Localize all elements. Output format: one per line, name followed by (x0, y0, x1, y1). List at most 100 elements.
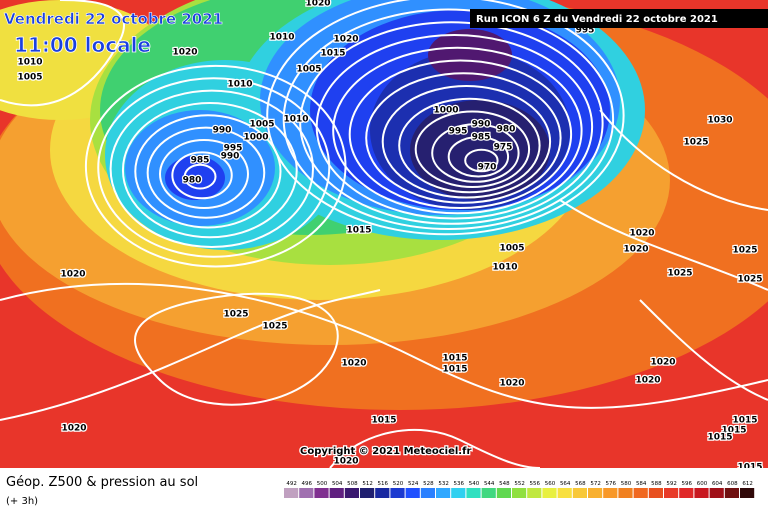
colorbar-swatch (284, 488, 299, 498)
colorbar-label: 524 (408, 481, 419, 487)
isobar-label: 1015 (442, 354, 467, 364)
colorbar-swatch (512, 488, 527, 498)
colorbar-swatch (740, 488, 755, 498)
isobar-label: 1015 (371, 416, 396, 426)
colorbar-swatch (466, 488, 481, 498)
isobar-label: 1020 (172, 48, 197, 58)
colorbar-label: 580 (621, 481, 632, 487)
isobar (299, 21, 604, 225)
isobar (599, 109, 768, 211)
isobar-label: 1005 (17, 73, 42, 83)
isobar (171, 151, 233, 200)
isobar (134, 292, 339, 406)
isobar (134, 114, 282, 229)
isobar-label: 995 (224, 144, 243, 154)
colorbar-swatch (542, 488, 557, 498)
colorbar-label: 516 (378, 481, 389, 487)
isobar (329, 429, 541, 469)
colorbar-label: 512 (362, 481, 373, 487)
isobar (559, 199, 768, 291)
isobar-label: 1020 (650, 358, 675, 368)
run-box (470, 9, 768, 28)
isobar-label: 1015 (346, 226, 371, 236)
isobar (146, 126, 266, 219)
isobar-label: 980 (497, 125, 516, 135)
isobar-label: 980 (183, 176, 202, 186)
isobar-label: 1025 (667, 269, 692, 279)
colorbar-swatch (299, 488, 314, 498)
isobar (183, 163, 217, 190)
colorbar-swatch (436, 488, 451, 498)
colorbar-swatch (603, 488, 618, 498)
isobar-label: 1000 (433, 106, 458, 116)
isobar-label: 985 (191, 156, 210, 166)
colorbar-label: 564 (560, 481, 571, 487)
colorbar: 492 496 500 504 508 512 516 520 524 528 532 536 540 5… (284, 481, 755, 498)
isobar (398, 97, 541, 194)
isobar-labels: 1020 1010 1020 1005 1015 1020 1010 1005 1010 1005… (16, 0, 764, 474)
isobar-label: 1015 (707, 433, 732, 443)
isobars (0, 0, 768, 469)
isobar-label: 1025 (223, 310, 248, 320)
isobar-label: 985 (472, 133, 491, 143)
isobar-label: 1010 (492, 263, 517, 273)
isobar-label: 1005 (296, 65, 321, 75)
isobar (365, 72, 562, 204)
colorbar-swatch (572, 488, 587, 498)
isobar (639, 299, 768, 401)
isobar (109, 89, 314, 248)
colorbar-label: 544 (484, 481, 495, 487)
colorbar-swatch (694, 488, 709, 498)
isobar-label: 1020 (341, 359, 366, 369)
isobar-label: 990 (213, 126, 232, 136)
colorbar-swatch (405, 488, 420, 498)
colorbar-swatch (633, 488, 648, 498)
isobar (332, 46, 583, 215)
isobar (447, 135, 510, 178)
colorbar-label: 556 (530, 481, 541, 487)
colorbar-label: 520 (393, 481, 404, 487)
time-label: 11:00 locale (14, 33, 151, 57)
colorbar-swatch (451, 488, 466, 498)
isobar-label: 990 (221, 152, 240, 162)
colorbar-swatch (709, 488, 724, 498)
isobar (431, 123, 520, 183)
isobar (315, 33, 594, 220)
isobar-label: 1015 (732, 416, 757, 426)
colorbar-label: 608 (727, 481, 738, 487)
colorbar-swatch (375, 488, 390, 498)
isobar-label: 1020 (635, 376, 660, 386)
isobar-label: 1010 (283, 115, 308, 125)
isobar (282, 8, 615, 231)
colorbar-label: 584 (636, 481, 647, 487)
isobar-label: 975 (494, 143, 513, 153)
isobar-label: 1025 (683, 138, 708, 148)
isobar (97, 77, 331, 258)
copyright: Copyright © 2021 Meteociel.fr (300, 446, 471, 457)
colorbar-swatch (390, 488, 405, 498)
isobar-label: 1025 (262, 322, 287, 332)
isobar-label: 1020 (333, 457, 358, 467)
colorbar-label: 528 (423, 481, 434, 487)
isobar-label: 1000 (243, 133, 268, 143)
footer-subtitle: (+ 3h) (6, 496, 38, 507)
isobar-label: 1015 (721, 426, 746, 436)
isobar-label: 1010 (227, 80, 252, 90)
colorbar-label: 504 (332, 481, 343, 487)
isobar (348, 59, 573, 210)
isobar (159, 139, 249, 209)
isobar (266, 0, 625, 236)
isobar-label: 1020 (629, 229, 654, 239)
isobar-label: 1025 (737, 275, 762, 285)
colorbar-label: 560 (545, 481, 556, 487)
isobar-label: 1010 (17, 58, 42, 68)
colorbar-label: 552 (514, 481, 525, 487)
colorbar-swatch (527, 488, 542, 498)
isobar-label: 970 (478, 163, 497, 173)
isobar-label: 1005 (499, 244, 524, 254)
colorbar-swatch (314, 488, 329, 498)
colorbar-label: 568 (575, 481, 586, 487)
isobar (121, 101, 298, 239)
isobar-label: 1020 (499, 379, 524, 389)
colorbar-label: 548 (499, 481, 510, 487)
